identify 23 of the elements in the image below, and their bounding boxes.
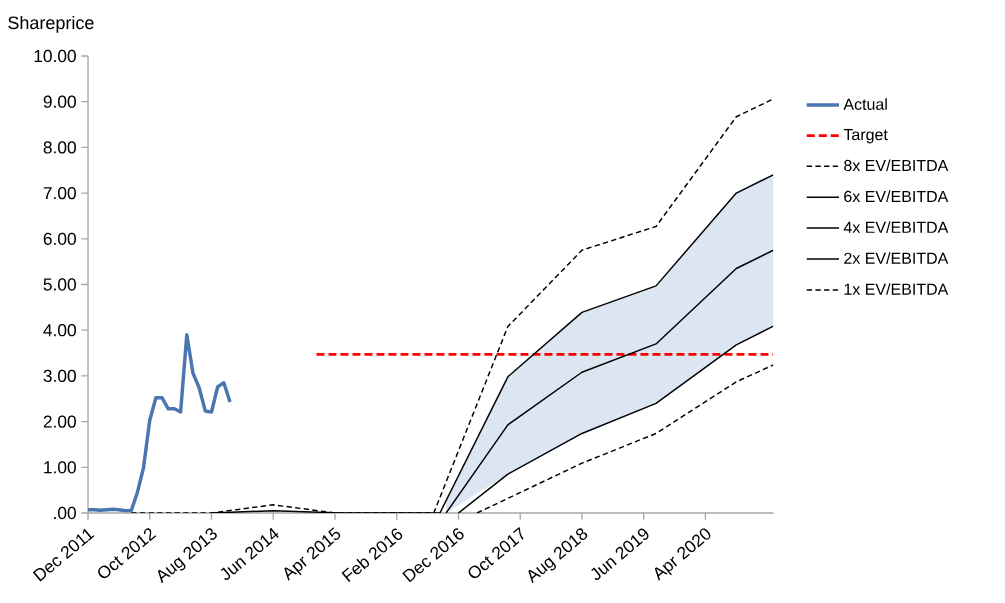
legend-label: 2x EV/EBITDA [844, 252, 949, 264]
line-series [457, 325, 774, 513]
y-tick-label: 7.00 [43, 186, 76, 200]
line-series [130, 98, 774, 513]
legend-label: 1x EV/EBITDA [844, 283, 949, 295]
y-tick-label: 5.00 [43, 278, 76, 291]
y-tick-label: 6.00 [43, 232, 76, 245]
line-series [476, 364, 774, 513]
y-tick-label: 4.00 [43, 324, 76, 337]
y-tick-label: 2.00 [43, 415, 76, 428]
legend-label: Actual [843, 98, 887, 110]
legend-label: 8x EV/EBITDA [844, 159, 949, 172]
y-tick-label: 10.00 [34, 49, 76, 63]
legend-label: 4x EV/EBITDA [843, 221, 949, 234]
legend-label: 6x EV/EBITDA [844, 190, 949, 203]
y-tick-label: 9.00 [43, 95, 76, 108]
y-tick-label: 3.00 [43, 369, 76, 383]
y-tick-label: 1.00 [44, 461, 76, 474]
legend-label: Target [843, 129, 888, 144]
y-tick-label: 8.00 [43, 141, 76, 154]
line-series [445, 249, 774, 513]
y-tick-label: .00 [54, 506, 76, 520]
y-axis-title: Shareprice [8, 15, 94, 33]
